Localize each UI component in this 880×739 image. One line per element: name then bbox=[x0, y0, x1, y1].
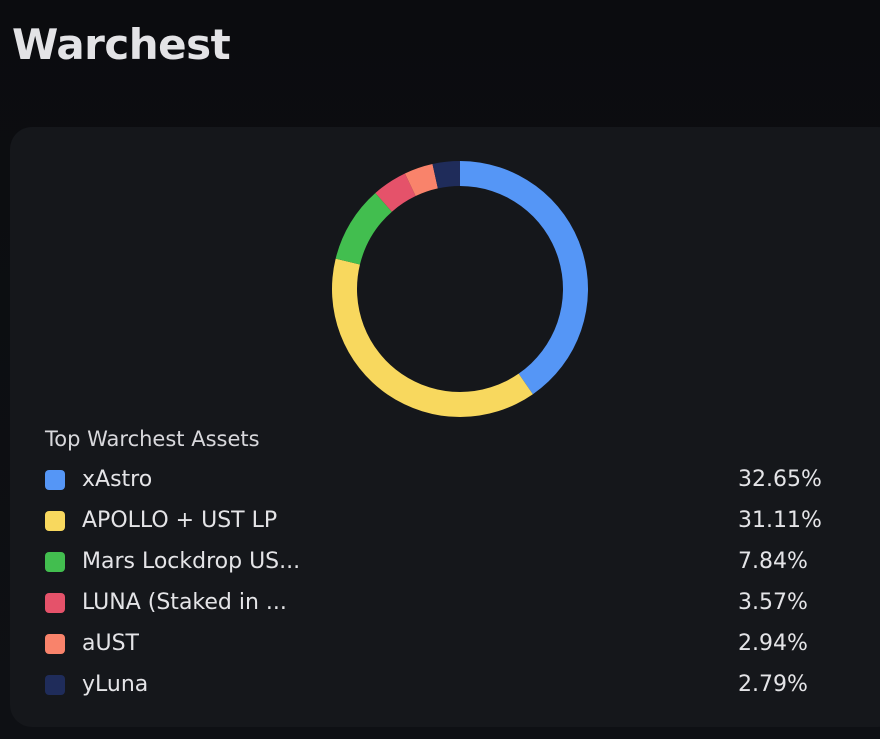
donut-segment bbox=[432, 161, 460, 189]
legend-value: 32.65% bbox=[738, 467, 822, 492]
legend-label: yLuna bbox=[82, 672, 148, 697]
legend-swatch bbox=[45, 470, 65, 490]
card bbox=[10, 127, 880, 727]
legend-swatch bbox=[45, 675, 65, 695]
legend-title: Top Warchest Assets bbox=[44, 427, 260, 451]
legend-label: LUNA (Staked in ... bbox=[82, 590, 287, 615]
donut-segment bbox=[332, 258, 533, 417]
donut-segment bbox=[404, 163, 438, 197]
legend-swatch bbox=[45, 593, 65, 613]
legend-label: xAstro bbox=[82, 467, 152, 492]
legend-label: Mars Lockdrop US... bbox=[82, 549, 300, 574]
legend-value: 7.84% bbox=[738, 549, 808, 574]
legend-label: APOLLO + UST LP bbox=[82, 508, 277, 533]
legend-value: 31.11% bbox=[738, 508, 822, 533]
legend-swatch bbox=[45, 634, 65, 654]
legend-swatch bbox=[45, 511, 65, 531]
legend-swatch bbox=[45, 552, 65, 572]
donut-segment bbox=[460, 161, 589, 395]
donut-segment bbox=[335, 192, 392, 265]
legend-value: 3.57% bbox=[738, 590, 808, 615]
page-title: Warchest bbox=[12, 20, 231, 69]
legend-label: aUST bbox=[82, 631, 140, 656]
legend-value: 2.79% bbox=[738, 672, 808, 697]
legend-value: 2.94% bbox=[738, 631, 808, 656]
donut-segment bbox=[375, 173, 416, 212]
